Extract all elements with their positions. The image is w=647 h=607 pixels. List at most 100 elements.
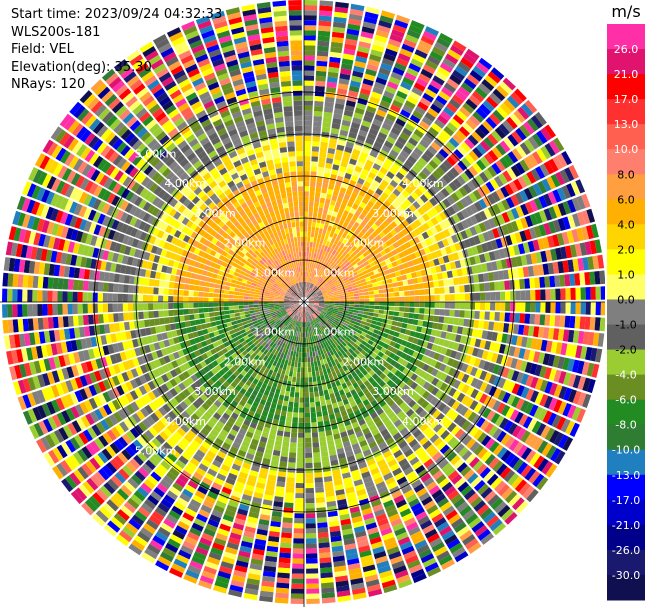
velocity-gate	[304, 397, 310, 403]
velocity-gate	[415, 174, 425, 184]
velocity-gate	[330, 286, 337, 290]
velocity-gate	[330, 133, 339, 140]
velocity-gate	[325, 162, 333, 169]
velocity-gate	[387, 283, 394, 288]
velocity-gate	[331, 249, 337, 256]
velocity-gate	[325, 286, 331, 291]
velocity-gate	[310, 272, 314, 278]
velocity-gate	[341, 58, 354, 66]
velocity-gate	[519, 124, 531, 138]
velocity-gate	[368, 308, 375, 313]
velocity-gate	[310, 290, 315, 295]
velocity-gate	[364, 110, 375, 119]
velocity-gate	[342, 238, 348, 245]
velocity-gate	[319, 286, 325, 290]
velocity-gate	[491, 130, 503, 143]
velocity-gate	[345, 240, 352, 247]
velocity-gate	[327, 76, 338, 83]
velocity-gate	[416, 143, 427, 153]
velocity-gate	[388, 244, 396, 251]
velocity-gate	[404, 267, 411, 274]
velocity-gate	[296, 346, 300, 353]
velocity-gate	[494, 126, 507, 139]
velocity-gate	[319, 223, 325, 229]
velocity-gate	[312, 257, 316, 263]
velocity-gate	[532, 133, 544, 147]
velocity-gate	[457, 160, 468, 171]
velocity-gate	[317, 233, 322, 239]
velocity-gate	[305, 261, 308, 267]
velocity-gate	[375, 188, 383, 196]
velocity-gate	[324, 101, 334, 108]
velocity-gate	[385, 85, 397, 95]
velocity-gate	[459, 310, 465, 318]
velocity-gate	[374, 305, 380, 310]
velocity-gate	[422, 30, 437, 41]
velocity-gate	[567, 259, 575, 272]
velocity-gate	[365, 137, 375, 146]
velocity-gate	[319, 249, 324, 255]
velocity-gate	[350, 3, 365, 12]
velocity-gate	[562, 260, 570, 273]
velocity-gate	[297, 362, 301, 368]
velocity-gate	[337, 289, 343, 293]
velocity-gate	[575, 302, 581, 315]
velocity-gate	[293, 543, 304, 549]
velocity-gate	[393, 217, 402, 226]
velocity-gate	[306, 293, 309, 298]
velocity-gate	[380, 322, 387, 328]
velocity-gate	[341, 119, 351, 127]
velocity-gate	[454, 90, 468, 102]
velocity-gate	[344, 146, 353, 154]
velocity-gate	[358, 156, 367, 164]
velocity-gate	[557, 202, 567, 216]
velocity-gate	[339, 242, 345, 249]
velocity-gate	[336, 253, 342, 259]
velocity-gate	[543, 161, 555, 175]
velocity-gate	[414, 250, 422, 258]
velocity-gate	[380, 62, 393, 72]
velocity-gate	[435, 166, 446, 177]
velocity-gate	[335, 201, 342, 208]
velocity-gate	[309, 283, 312, 289]
velocity-gate	[399, 296, 405, 302]
velocity-gate	[349, 304, 355, 307]
velocity-gate	[592, 255, 600, 270]
velocity-gate	[313, 121, 322, 127]
velocity-gate	[354, 165, 363, 173]
velocity-gate	[475, 86, 488, 99]
velocity-gate	[363, 216, 370, 224]
velocity-gate	[430, 266, 437, 274]
velocity-gate	[306, 251, 309, 257]
velocity-gate	[544, 314, 551, 326]
velocity-gate	[434, 302, 440, 308]
velocity-gate	[336, 234, 342, 241]
velocity-gate	[410, 191, 420, 201]
velocity-gate	[457, 250, 465, 260]
velocity-gate	[363, 260, 370, 267]
velocity-gate	[503, 99, 516, 112]
velocity-gate	[305, 467, 313, 474]
velocity-gate	[515, 219, 524, 231]
velocity-gate	[334, 185, 341, 192]
velocity-gate	[343, 294, 349, 298]
velocity-gate	[520, 217, 529, 229]
velocity-gate	[404, 307, 410, 313]
velocity-gate	[385, 216, 394, 224]
velocity-gate	[359, 201, 367, 209]
velocity-gate	[226, 322, 233, 327]
velocity-gate	[409, 290, 415, 296]
velocity-gate	[315, 289, 321, 293]
velocity-gate	[399, 244, 407, 251]
velocity-gate	[389, 213, 397, 221]
velocity-gate	[299, 407, 304, 413]
velocity-gate	[314, 106, 323, 112]
velocity-gate	[332, 291, 338, 294]
velocity-gate	[519, 190, 529, 202]
velocity-gate	[339, 281, 346, 286]
velocity-gate	[401, 274, 408, 281]
velocity-gate	[345, 281, 351, 286]
velocity-gate	[380, 10, 396, 19]
velocity-gate	[390, 272, 397, 278]
velocity-gate	[320, 279, 326, 285]
